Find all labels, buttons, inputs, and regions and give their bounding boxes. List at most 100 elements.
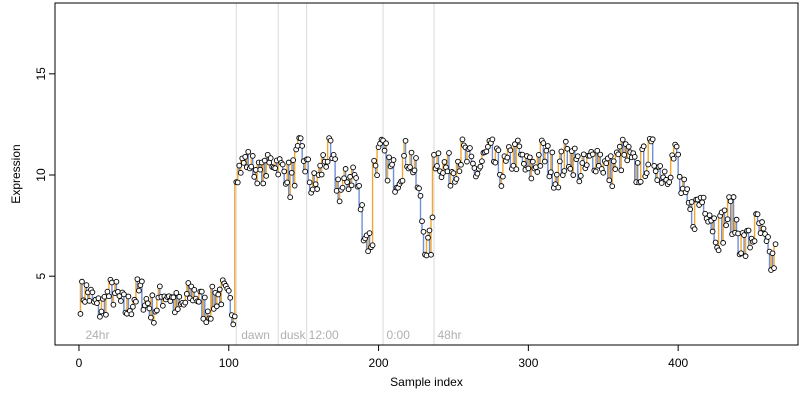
data-point [528,175,535,182]
data-point [207,315,214,322]
data-point [134,276,141,283]
data-point [344,179,350,186]
data-point [434,163,440,169]
data-point [515,137,521,144]
data-point [570,172,577,178]
data-point [765,234,771,240]
data-point [458,161,464,168]
data-point [94,300,100,306]
data-point [757,230,764,236]
data-point [661,168,668,175]
data-point [576,178,583,185]
data-point [579,160,586,166]
data-point [609,183,616,190]
data-point [174,306,181,312]
data-point [118,298,124,304]
y-tick-label: 5 [34,273,48,280]
data-point [263,173,270,179]
data-point [83,282,90,288]
data-point [399,177,406,184]
data-point [365,248,371,255]
data-point [513,166,520,173]
data-points [77,135,779,328]
data-point [606,177,613,184]
data-point [372,162,379,169]
data-point [121,291,127,298]
data-point [200,315,207,322]
data-point [537,163,544,169]
data-point [747,244,753,251]
data-point [157,283,163,290]
data-point [666,179,673,185]
data-point [562,138,569,145]
data-point [512,141,518,148]
data-point [336,198,343,205]
data-point [185,280,192,286]
data-point [318,171,325,178]
data-point [624,157,631,164]
data-point [607,153,614,159]
data-point [359,202,365,208]
data-point [477,163,484,170]
x-tick-label: 400 [668,356,688,370]
data-point [670,155,677,162]
y-axis: 5 10 15 [34,67,56,280]
data-point [281,168,288,175]
data-point [645,161,652,168]
data-point [291,182,298,189]
data-point [574,153,581,160]
data-point [82,299,88,305]
data-point [183,290,190,297]
data-point [335,176,341,183]
data-point [248,163,255,170]
data-point [619,136,626,143]
data-point [771,265,777,271]
data-point [333,187,340,194]
data-point [128,311,135,318]
data-point [495,147,502,154]
data-point [353,175,359,181]
trace-segment [422,231,426,256]
data-point [769,250,776,257]
data-point [751,238,758,244]
data-point [311,170,318,176]
data-point [541,158,548,165]
data-point [610,158,617,165]
data-point [420,228,427,235]
trace-segment [640,148,643,182]
data-point [446,150,452,156]
data-point [688,199,695,205]
data-point [146,305,153,312]
data-point [416,185,422,192]
plot-frame [54,2,799,346]
data-point [257,166,264,173]
data-point [687,206,693,213]
data-point [447,182,454,189]
data-point [735,230,741,237]
data-point [676,173,683,180]
data-point [428,251,434,258]
data-point [684,186,690,192]
data-point [218,301,225,308]
data-point [369,242,376,249]
data-point [160,302,166,309]
data-point [577,173,584,179]
annotation-label: dawn [241,328,270,342]
data-point [230,321,237,328]
data-point [483,148,490,155]
data-point [145,300,151,307]
data-point [389,161,395,168]
data-point [712,239,719,246]
data-point [456,168,463,175]
data-point [386,154,392,161]
trace-segment [307,159,310,184]
data-point [288,169,295,176]
data-point [741,232,747,238]
data-point [658,180,665,186]
data-point [556,158,563,165]
data-point [383,140,389,147]
trace-segment [677,154,680,178]
data-point [553,171,560,178]
data-point [558,148,565,155]
